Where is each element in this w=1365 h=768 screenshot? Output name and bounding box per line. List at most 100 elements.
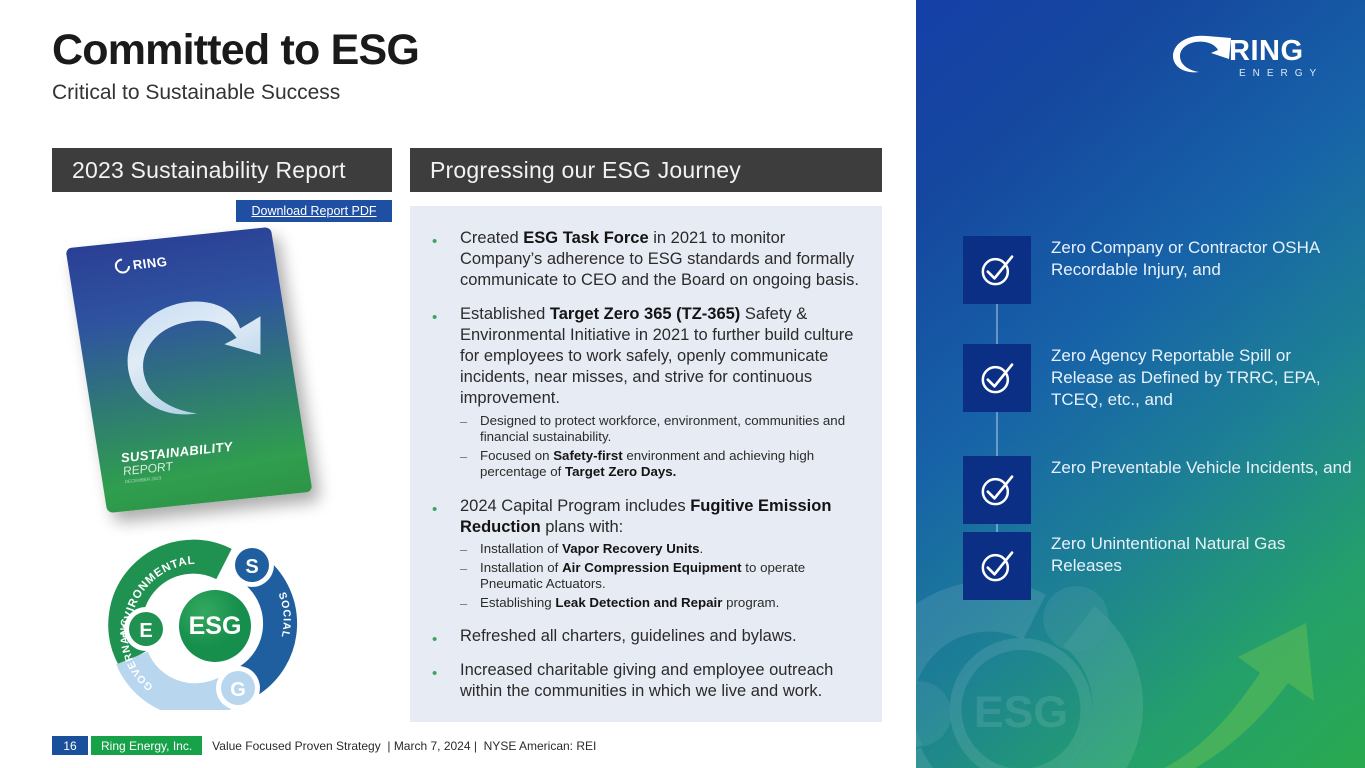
bullet-text-run: Established [460,304,550,323]
footer-company-name: Ring Energy, Inc. [91,736,203,755]
esg-center-label: ESG [189,612,242,640]
bullet-text-run: 2024 Capital Program includes [460,496,691,515]
bullet-text-run: environment and achieving high percentag… [480,447,815,480]
target-zero-criterion-label: Zero Unintentional Natural Gas Releases [1051,534,1286,576]
cover-logo-text: RING [131,253,169,273]
sub-bullet-label: Installation of Vapor Recovery Units. [480,541,860,557]
sub-bullet-label: Establishing Leak Detection and Repair p… [480,595,860,611]
bullet-item: • Established Target Zero 365 (TZ-365) Sa… [432,304,860,483]
bullet-text-run: Installation of [480,541,563,557]
criterion-connector-line [996,304,998,344]
brand-name: RING [1229,35,1304,67]
target-zero-criterion: Zero Preventable Vehicle Incidents, and [963,456,1353,524]
page-subtitle: Critical to Sustainable Success [52,81,341,105]
sub-bullet-list: – Installation of Vapor Recovery Units. – I… [460,541,860,611]
bullet-text-run: Increased charitable giving and employee… [460,661,834,701]
bullet-text-run: Focused on [480,447,554,463]
bullet-dot-icon: • [432,233,438,250]
esg-badge-g: G [230,679,246,701]
bullet-label: Increased charitable giving and employee… [460,660,860,702]
sustainability-report-cover-image[interactable]: RING SUSTAINABILITY REPORT DECEMBER 2023 [65,226,313,514]
watermark-center-label: ESG [974,688,1068,737]
bullet-emphasis: Fugitive Emission Reduction [460,496,832,536]
target-zero-criterion-label: Zero Agency Reportable Spill or Release … [1051,346,1321,410]
bullet-label: Established Target Zero 365 (TZ-365) Saf… [460,304,860,409]
sub-bullet-dash-icon: – [460,448,468,464]
bullet-item: • Created ESG Task Force in 2021 to monit… [432,228,860,291]
check-circle-icon [963,344,1031,412]
bullet-text-run: Safety & Environmental Initiative in 202… [460,304,854,407]
target-zero-criterion-label: Zero Preventable Vehicle Incidents, and [1051,458,1352,477]
bullet-dot-icon: • [432,665,438,683]
bullet-text-run: . [699,541,704,557]
growth-arrow-icon [1163,623,1314,768]
bullet-item: • 2024 Capital Program includes Fugitive … [432,496,860,614]
check-circle-icon [963,532,1031,600]
sub-bullet-item: – Installation of Air Compression Equipme… [460,560,860,593]
bullet-label: Refreshed all charters, guidelines and b… [460,626,860,647]
download-report-pdf-button[interactable]: Download Report PDF [236,200,392,222]
bullet-emphasis: Safety-first [553,447,623,463]
esg-badge-s: S [245,556,258,578]
sub-bullet-dash-icon: – [460,560,468,576]
bullet-emphasis: Target Zero Days. [565,464,677,480]
title-block: Committed to ESG Critical to Sustainable… [52,26,420,105]
cover-ring-logo: RING [111,253,169,277]
bullet-dot-icon: • [432,500,438,518]
sub-bullet-list: – Designed to protect workforce, environm… [460,413,860,481]
footer-page-number: 16 [52,736,88,755]
bullet-emphasis: Leak Detection and Repair [555,594,723,610]
esg-wheel-watermark-icon: ESG [916,581,1144,768]
footer-note: Value Focused Proven Strategy | March 7,… [212,738,597,753]
target-zero-criterion-label: Zero Company or Contractor OSHA Recordab… [1051,238,1320,280]
section-header-esg-journey: Progressing our ESG Journey [410,148,882,192]
bullet-text-run: Refreshed all charters, guidelines and b… [460,627,797,646]
bullet-text-run: to operate Pneumatic Actuators. [480,559,806,592]
bullet-emphasis: Air Compression Equipment [562,559,742,575]
sub-bullet-dash-icon: – [460,595,468,611]
esg-badge-e: E [139,620,152,642]
sub-bullet-item: – Focused on Safety-first environment and… [460,448,860,481]
sub-bullet-label: Designed to protect workforce, environme… [480,413,860,446]
target-zero-criterion: Zero Unintentional Natural Gas Releases [963,532,1353,600]
brand-subname: ENERGY [1239,68,1323,79]
sub-bullet-item: – Establishing Leak Detection and Repair … [460,595,860,611]
criterion-connector-line [996,524,998,532]
ring-energy-logo: RING ENERGY [1173,35,1323,79]
bullet-text-run: Installation of [480,559,563,575]
bullet-text-run: Establishing [480,594,556,610]
target-zero-criterion: Zero Company or Contractor OSHA Recordab… [963,236,1353,304]
bullet-text-run: plans with: [540,517,624,536]
ring-swoosh-icon [111,255,134,277]
footer: 16 Ring Energy, Inc. Value Focused Prove… [52,736,596,755]
bullet-emphasis: Vapor Recovery Units [562,541,700,557]
esg-journey-bullet-panel: • Created ESG Task Force in 2021 to monit… [410,206,882,722]
bullet-text-run: in 2021 to monitor Company’s adherence t… [460,229,859,289]
sub-bullet-item: – Designed to protect workforce, environm… [460,413,860,446]
bullet-emphasis: ESG Task Force [523,229,649,247]
bullet-item: • Refreshed all charters, guidelines and … [432,626,860,647]
bullet-item: • Increased charitable giving and employe… [432,660,860,702]
sub-bullet-label: Installation of Air Compression Equipmen… [480,560,860,593]
bullet-dot-icon: • [432,308,438,326]
bullet-label: Created ESG Task Force in 2021 to monito… [460,228,860,291]
sub-bullet-item: – Installation of Vapor Recovery Units. [460,541,860,557]
page-title: Committed to ESG [52,26,420,74]
cover-arrow-swoosh-icon [127,301,261,415]
check-circle-icon [963,236,1031,304]
sub-bullet-dash-icon: – [460,413,468,429]
bullet-label: 2024 Capital Program includes Fugitive E… [460,496,860,538]
esg-wheel-diagram: ENVIRONMENTAL SOCIAL GOVERNANCE ESG E S … [104,528,298,710]
target-zero-criterion: Zero Agency Reportable Spill or Release … [963,344,1353,412]
sub-bullet-dash-icon: – [460,542,468,558]
bullet-dot-icon: • [432,631,438,649]
sub-bullet-label: Focused on Safety-first environment and … [480,448,860,481]
cover-caption: SUSTAINABILITY REPORT DECEMBER 2023 [120,439,237,485]
target-zero-day-panel: ESG RING ENERGY A Target Zero Day is a D… [916,0,1365,768]
check-circle-icon [963,456,1031,524]
bullet-text-run: program. [722,594,780,610]
bullet-text-run: Designed to protect workforce, environme… [480,412,846,445]
bullet-emphasis: Target Zero 365 (TZ-365) [549,304,741,323]
bullet-text-run: Created [460,229,524,247]
